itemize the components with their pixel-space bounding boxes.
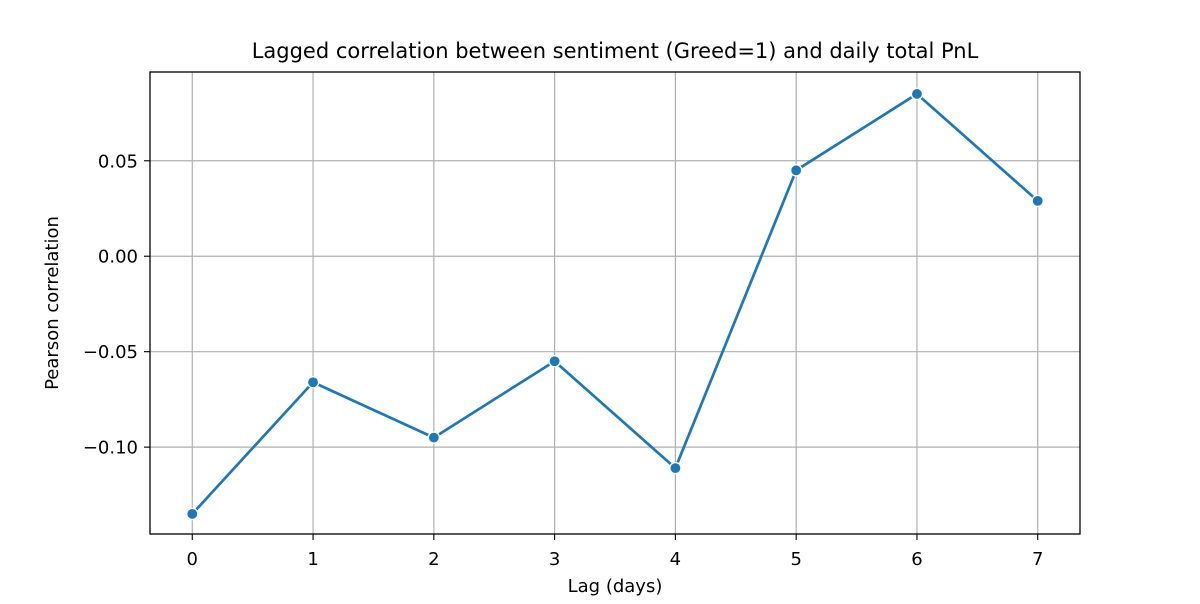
x-tick-label: 7 <box>1032 549 1043 570</box>
data-point-lag-2 <box>427 431 441 444</box>
x-tick-label: 1 <box>307 549 318 570</box>
series-layer <box>185 87 1045 521</box>
y-axis-title: Pearson correlation <box>42 216 63 390</box>
grid <box>150 72 1080 534</box>
chart-title: Lagged correlation between sentiment (Gr… <box>252 39 979 63</box>
x-tick-label: 0 <box>187 549 198 570</box>
y-tick-label: 0.05 <box>98 151 138 172</box>
y-tick-label: 0.00 <box>98 247 138 268</box>
axis-ticks: 0 1 2 3 4 5 6 7 0.05 0.00 −0.05 −0.10 <box>83 151 1044 570</box>
axes-frame <box>149 71 1081 535</box>
data-point-lag-3 <box>548 354 561 368</box>
x-tick-label: 2 <box>428 549 439 570</box>
x-tick-label: 3 <box>549 549 560 570</box>
data-point-lag-1 <box>306 375 320 389</box>
x-tick-label: 6 <box>911 549 922 570</box>
data-point-lag-4 <box>669 461 682 475</box>
y-tick-label: −0.10 <box>83 438 138 459</box>
data-point-lag-0 <box>185 507 199 521</box>
data-point-lag-7 <box>1031 194 1045 208</box>
y-tick-label: −0.05 <box>83 342 138 363</box>
data-point-lag-5 <box>789 164 803 177</box>
x-axis-title: Lag (days) <box>568 576 663 597</box>
series-line <box>190 92 1040 516</box>
x-tick-label: 5 <box>790 549 801 570</box>
data-point-lag-6 <box>910 87 924 101</box>
x-tick-label: 4 <box>670 549 681 570</box>
